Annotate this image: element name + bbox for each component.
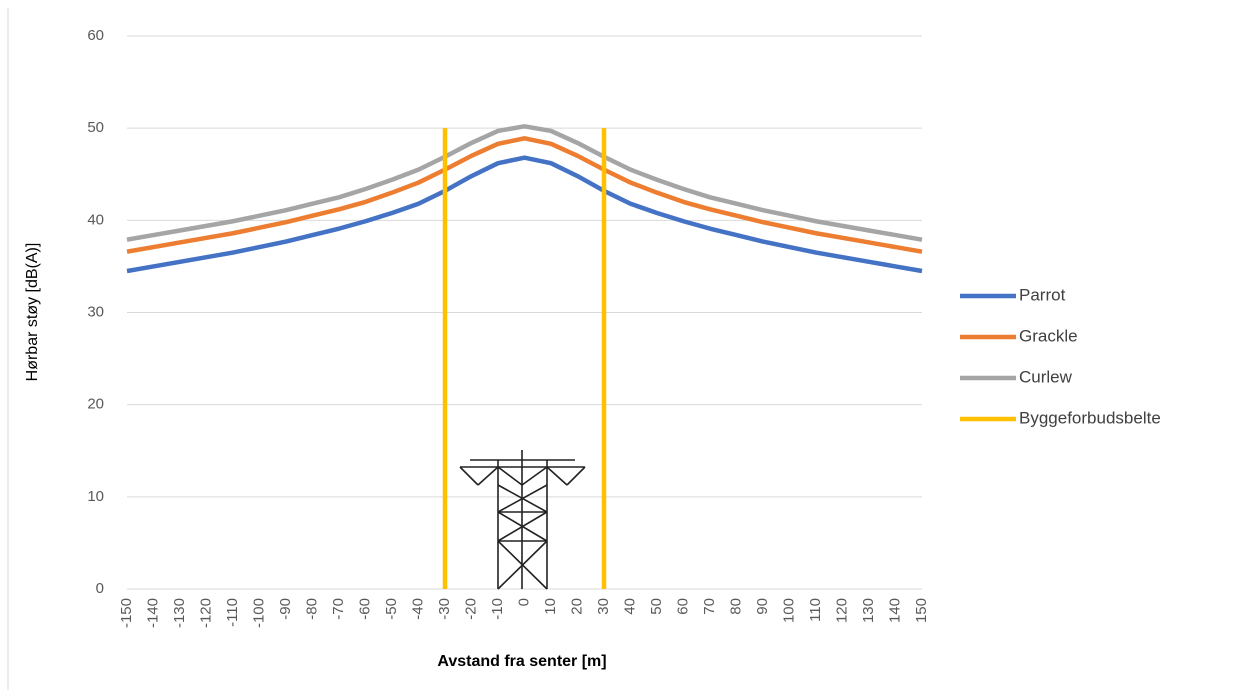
y-tick-label: 40 xyxy=(87,211,104,228)
series-line xyxy=(126,136,923,254)
series-line xyxy=(442,128,607,589)
x-tick-label: 150 xyxy=(913,598,930,623)
x-tick-label: -10 xyxy=(489,598,506,620)
x-tick-label: -130 xyxy=(171,598,188,628)
x-axis-title: Avstand fra senter [m] xyxy=(437,653,606,670)
x-tick-label: 50 xyxy=(648,598,665,615)
x-tick-label: 90 xyxy=(754,598,771,615)
x-tick-label: 120 xyxy=(833,598,850,623)
x-tick-label: -80 xyxy=(303,598,320,620)
x-tick-label: -40 xyxy=(409,598,426,620)
x-tick-label: 60 xyxy=(674,598,691,615)
x-tick-label: 100 xyxy=(780,598,797,623)
x-tick-label: -110 xyxy=(224,598,241,627)
series-line xyxy=(126,124,923,242)
x-tick-label: -120 xyxy=(197,598,214,628)
x-tick-label: 0 xyxy=(515,598,532,606)
x-tick-label: 70 xyxy=(701,598,718,615)
y-tick-label: 0 xyxy=(96,580,104,597)
y-axis-title: Hørbar støy [dB(A)] xyxy=(24,243,41,382)
x-tick-label: -150 xyxy=(118,598,135,628)
x-tick-label: 110 xyxy=(807,598,824,622)
pylon-illustration xyxy=(459,450,586,590)
x-tick-label: 20 xyxy=(568,598,585,615)
x-tick-label: -70 xyxy=(330,598,347,620)
x-tick-label: -90 xyxy=(277,598,294,620)
x-tick-label: 80 xyxy=(727,598,744,615)
y-tick-label: 10 xyxy=(87,488,104,505)
y-tick-label: 60 xyxy=(87,27,104,44)
legend-label: Parrot xyxy=(1019,285,1066,304)
x-tick-label: -140 xyxy=(144,598,161,628)
x-tick-label: -50 xyxy=(383,598,400,620)
x-tick-label: 130 xyxy=(860,598,877,623)
legend-label: Grackle xyxy=(1019,326,1078,345)
y-tick-label: 50 xyxy=(87,119,104,136)
x-tick-label: 140 xyxy=(886,598,903,623)
legend-label: Curlew xyxy=(1019,367,1073,386)
x-tick-label: -60 xyxy=(356,598,373,620)
series-line xyxy=(126,155,923,274)
y-tick-label: 30 xyxy=(87,303,104,320)
x-tick-label: 10 xyxy=(542,598,559,615)
x-tick-label: -30 xyxy=(436,598,453,620)
legend-label: Byggeforbudsbelte xyxy=(1019,408,1161,427)
x-tick-label: -20 xyxy=(462,598,479,620)
x-tick-label: -100 xyxy=(250,598,267,628)
x-tick-label: 30 xyxy=(595,598,612,615)
x-tick-label: 40 xyxy=(621,598,638,615)
y-tick-label: 20 xyxy=(87,396,104,413)
